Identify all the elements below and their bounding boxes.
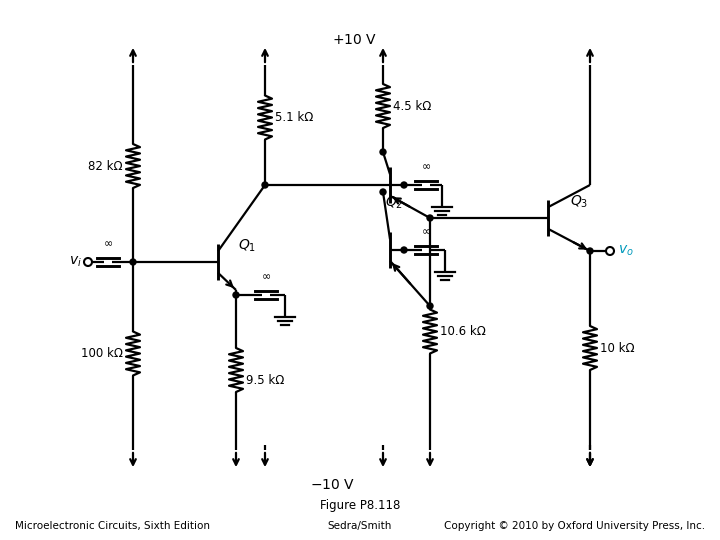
Text: 5.1 kΩ: 5.1 kΩ <box>275 111 313 124</box>
Text: $\infty$: $\infty$ <box>261 271 271 281</box>
Text: $Q_3$: $Q_3$ <box>570 194 588 210</box>
Text: Copyright © 2010 by Oxford University Press, Inc.: Copyright © 2010 by Oxford University Pr… <box>444 521 705 531</box>
Text: 9.5 kΩ: 9.5 kΩ <box>246 374 284 387</box>
Text: Sedra/Smith: Sedra/Smith <box>328 521 392 531</box>
Text: $\infty$: $\infty$ <box>421 226 431 236</box>
Text: $v_o$: $v_o$ <box>618 244 634 258</box>
Text: Figure P8.118: Figure P8.118 <box>320 498 400 511</box>
Text: $\infty$: $\infty$ <box>103 238 113 248</box>
Circle shape <box>401 247 407 253</box>
Text: 82 kΩ: 82 kΩ <box>89 159 123 172</box>
Circle shape <box>380 189 386 195</box>
Text: $v_i$: $v_i$ <box>69 255 82 269</box>
Text: 10.6 kΩ: 10.6 kΩ <box>440 325 486 338</box>
Circle shape <box>130 259 136 265</box>
Circle shape <box>380 149 386 155</box>
Circle shape <box>262 182 268 188</box>
Circle shape <box>427 303 433 309</box>
Text: 10 kΩ: 10 kΩ <box>600 341 634 354</box>
Text: $+10\ \mathrm{V}$: $+10\ \mathrm{V}$ <box>333 33 377 47</box>
Text: $\infty$: $\infty$ <box>421 161 431 171</box>
Text: $Q_2$: $Q_2$ <box>385 195 403 211</box>
Text: $-10\ \mathrm{V}$: $-10\ \mathrm{V}$ <box>310 478 356 492</box>
Circle shape <box>427 215 433 221</box>
Text: Microelectronic Circuits, Sixth Edition: Microelectronic Circuits, Sixth Edition <box>15 521 210 531</box>
Circle shape <box>233 292 239 298</box>
Text: 100 kΩ: 100 kΩ <box>81 347 123 360</box>
Circle shape <box>587 248 593 254</box>
Circle shape <box>401 182 407 188</box>
Text: $Q_1$: $Q_1$ <box>238 238 256 254</box>
Text: 4.5 kΩ: 4.5 kΩ <box>393 99 431 112</box>
